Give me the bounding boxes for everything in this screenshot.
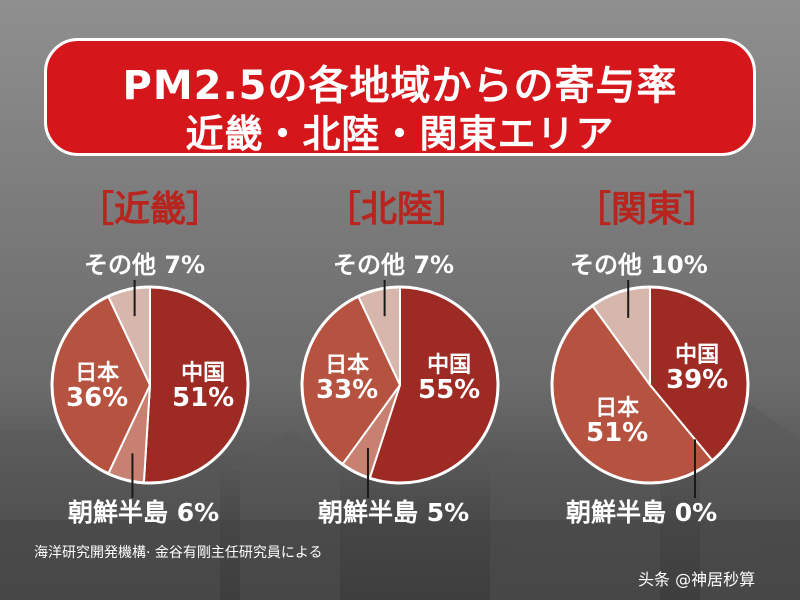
title-line-2: 近畿・北陸・関東エリア	[185, 112, 615, 156]
label-china-kanto: 中国 39%	[666, 344, 728, 394]
label-korea-hokuriku: 朝鮮半島 5%	[318, 498, 470, 527]
label-japan-kinki: 日本 36%	[66, 362, 128, 412]
label-china-kanto-name: 中国	[675, 343, 720, 368]
label-japan-kanto: 日本 51%	[586, 397, 648, 447]
label-japan-hokuriku-value: 33%	[316, 375, 379, 406]
chart-title-kinki: ［近畿］	[77, 189, 222, 230]
label-japan-kanto-value: 51%	[586, 418, 649, 449]
label-japan-kinki-value: 36%	[66, 383, 129, 414]
label-japan-hokuriku: 日本 33%	[316, 354, 378, 404]
pie-outline-kinki	[50, 285, 250, 485]
pie-outline-kanto	[550, 285, 750, 485]
label-china-hokuriku-value: 55%	[418, 375, 481, 406]
label-china-kinki-name: 中国	[181, 361, 226, 386]
label-china-hokuriku: 中国 55%	[418, 354, 480, 404]
label-china-hokuriku-name: 中国	[427, 353, 472, 378]
label-korea-kanto: 朝鮮半島 0%	[566, 498, 718, 527]
label-china-kinki-value: 51%	[172, 383, 235, 414]
title-banner: PM2.5の各地域からの寄与率 近畿・北陸・関東エリア	[44, 38, 756, 156]
pie-outline-hokuriku	[300, 285, 500, 485]
label-china-kinki: 中国 51%	[172, 362, 234, 412]
chart-title-hokuriku: ［北陸］	[324, 189, 469, 230]
label-other-kinki: その他 7%	[84, 251, 206, 279]
watermark: 头条 @神居秒算	[638, 570, 756, 589]
label-other-kanto: その他 10%	[570, 251, 708, 279]
title-line-1: PM2.5の各地域からの寄与率	[122, 63, 678, 109]
source-note: 海洋研究開発機構· 金谷有剛主任研究員による	[34, 545, 323, 561]
chart-title-kanto: ［関東］	[574, 189, 719, 230]
label-japan-kanto-name: 日本	[595, 396, 640, 421]
label-japan-hokuriku-name: 日本	[325, 353, 370, 378]
label-japan-kinki-name: 日本	[75, 361, 120, 386]
label-korea-kinki: 朝鮮半島 6%	[68, 498, 220, 527]
label-china-kanto-value: 39%	[666, 365, 729, 396]
label-other-hokuriku: その他 7%	[333, 251, 455, 279]
